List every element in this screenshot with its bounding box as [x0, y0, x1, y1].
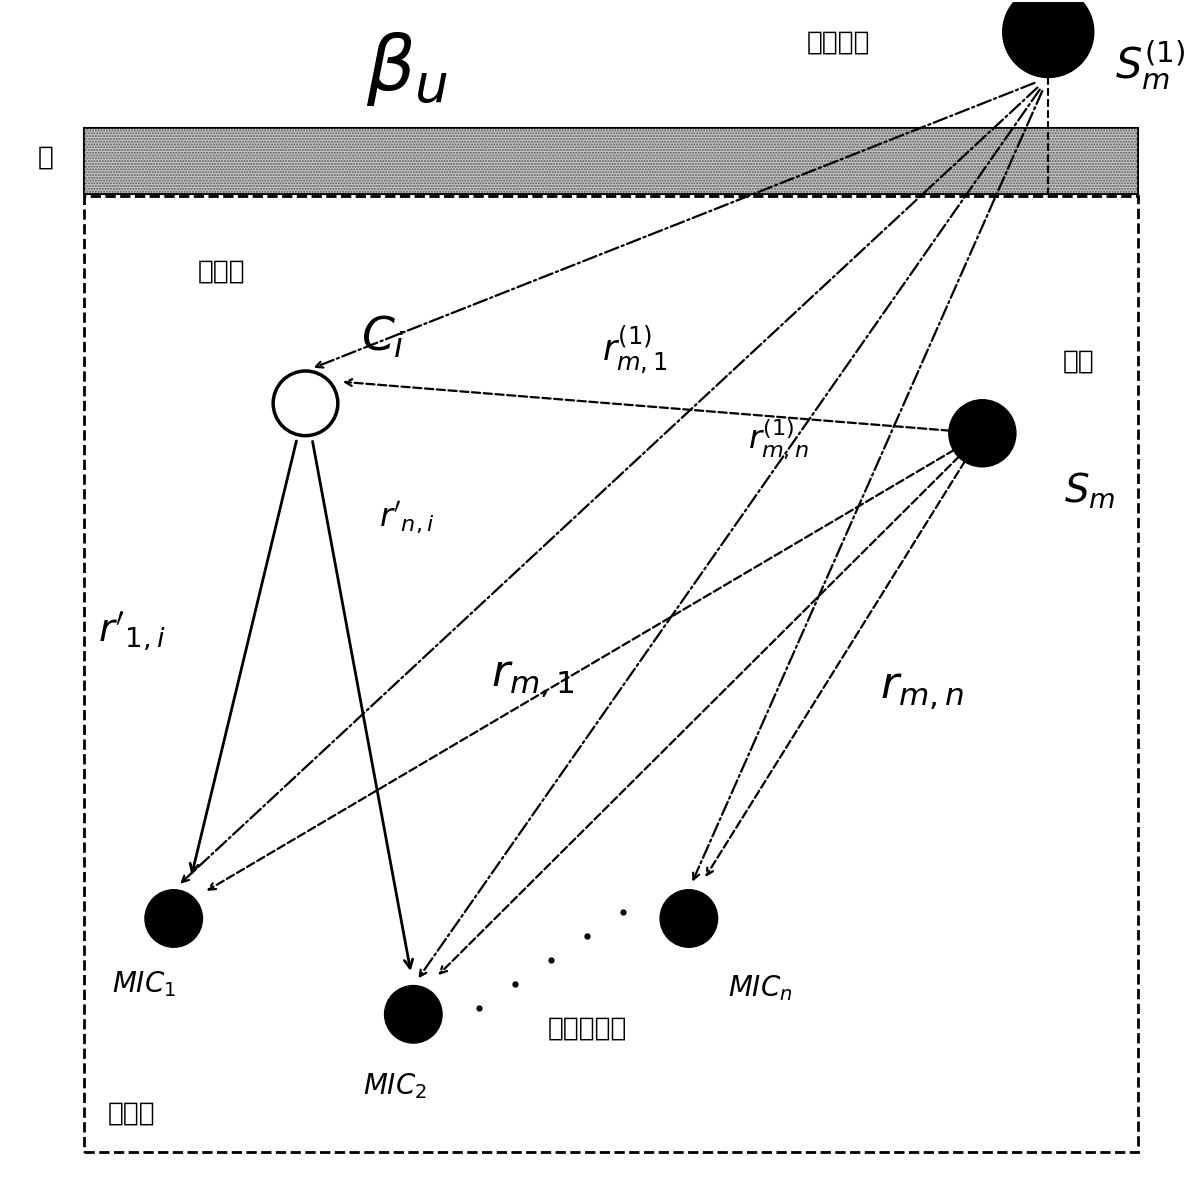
- Circle shape: [145, 889, 202, 947]
- Text: $MIC_1$: $MIC_1$: [111, 970, 176, 999]
- Circle shape: [660, 889, 718, 947]
- Circle shape: [1003, 0, 1094, 77]
- Text: 声源: 声源: [1063, 349, 1094, 374]
- Circle shape: [385, 986, 442, 1043]
- Bar: [84, 196, 1138, 1152]
- Text: 聚焦点: 聚焦点: [198, 258, 246, 285]
- Text: $r_{m,1}$: $r_{m,1}$: [491, 657, 575, 701]
- Text: $r'_{1,i}$: $r'_{1,i}$: [98, 609, 165, 653]
- Text: $MIC_n$: $MIC_n$: [728, 974, 793, 1002]
- Circle shape: [273, 371, 338, 435]
- Text: $S_m$: $S_m$: [1065, 471, 1115, 511]
- Text: $\beta_u$: $\beta_u$: [367, 30, 448, 108]
- Text: $C_i$: $C_i$: [362, 314, 405, 361]
- Bar: [84, 127, 1138, 194]
- Bar: [84, 127, 1138, 194]
- Text: 镜像声源: 镜像声源: [806, 30, 871, 55]
- Text: $r_{m,n}^{(1)}$: $r_{m,n}^{(1)}$: [748, 417, 810, 462]
- Text: 参考点: 参考点: [108, 1101, 156, 1126]
- Text: $MIC_2$: $MIC_2$: [363, 1071, 428, 1101]
- Text: $S_m^{(1)}$: $S_m^{(1)}$: [1115, 37, 1185, 91]
- Text: $r_{m,1}^{(1)}$: $r_{m,1}^{(1)}$: [603, 323, 667, 375]
- Circle shape: [949, 400, 1016, 466]
- Text: $r'_{n,i}$: $r'_{n,i}$: [380, 499, 435, 535]
- Text: $r_{m,n}$: $r_{m,n}$: [881, 670, 964, 713]
- Text: 墙: 墙: [37, 144, 54, 171]
- Text: 麦克兼阵列: 麦克兼阵列: [547, 1016, 627, 1042]
